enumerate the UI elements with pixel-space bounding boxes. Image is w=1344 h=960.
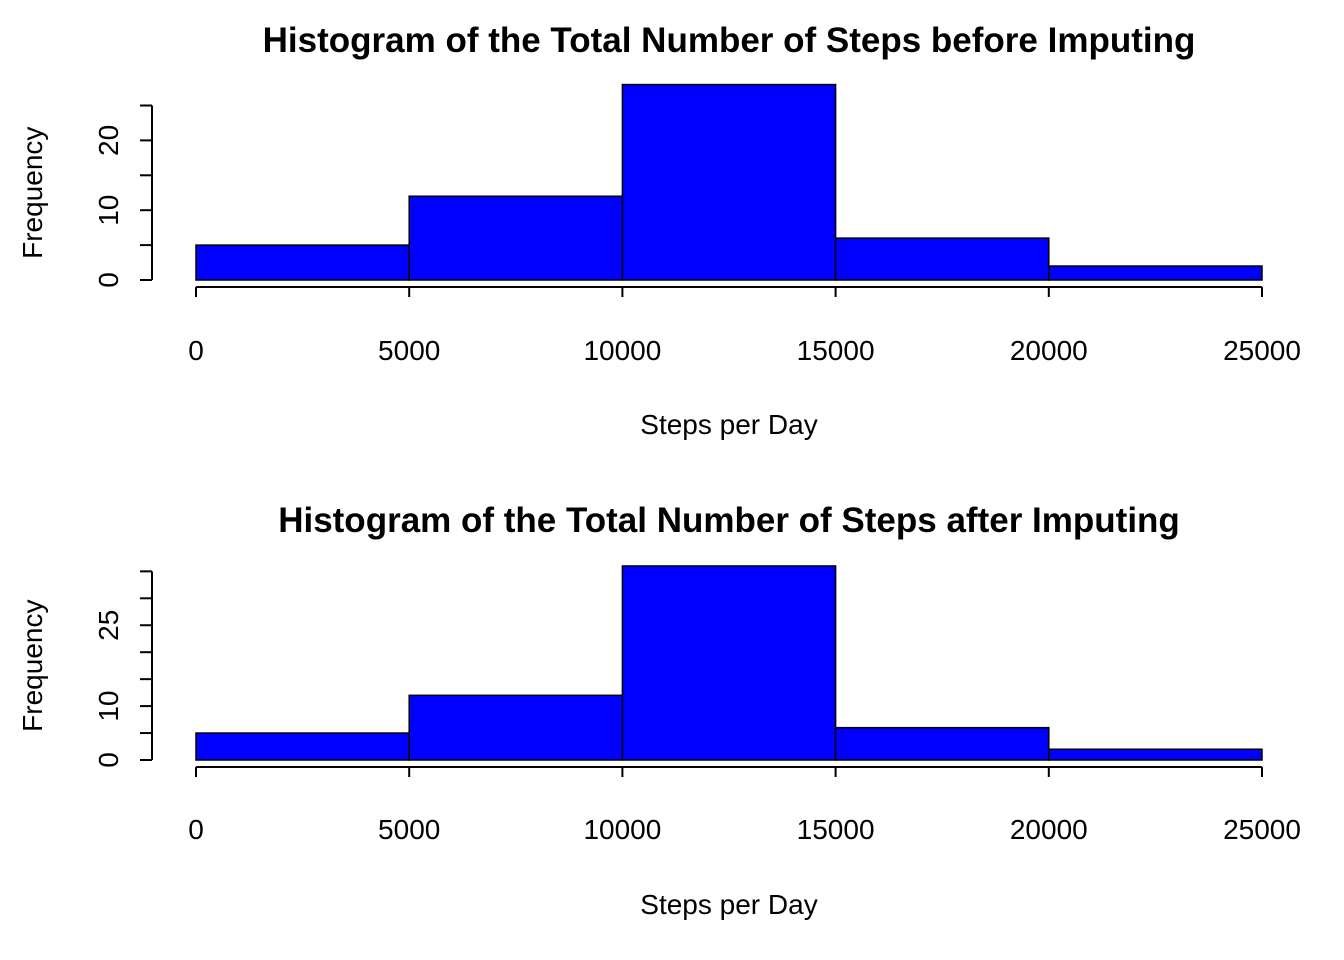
y-tick-label: 10 <box>93 195 124 226</box>
y-axis-title: Frequency <box>17 600 48 732</box>
x-tick-label: 15000 <box>797 814 875 845</box>
histogram-bar <box>834 726 1050 761</box>
x-tick-label: 15000 <box>797 335 875 366</box>
chart-title: Histogram of the Total Number of Steps a… <box>278 501 1180 540</box>
y-tick-label: 0 <box>93 272 124 288</box>
x-tick-label: 10000 <box>583 814 661 845</box>
histogram-panel-2: Histogram of the Total Number of Steps a… <box>17 501 1301 920</box>
histogram-bar <box>621 83 837 281</box>
x-tick-label: 25000 <box>1223 335 1301 366</box>
y-tick-label: 25 <box>93 610 124 641</box>
x-tick-label: 0 <box>188 814 204 845</box>
histogram-bar <box>195 244 410 281</box>
histogram-bar <box>195 732 410 761</box>
x-tick-label: 5000 <box>378 335 440 366</box>
histogram-bar <box>834 237 1050 281</box>
y-tick-label: 10 <box>93 691 124 722</box>
histogram-bar <box>408 195 624 281</box>
chart-title: Histogram of the Total Number of Steps b… <box>263 21 1196 60</box>
x-tick-label: 10000 <box>583 335 661 366</box>
x-tick-label: 25000 <box>1223 814 1301 845</box>
histogram-bar <box>1048 748 1263 761</box>
x-tick-label: 5000 <box>378 814 440 845</box>
x-tick-label: 20000 <box>1010 335 1088 366</box>
histogram-bar <box>1048 265 1263 281</box>
histogram-panel-1: Histogram of the Total Number of Steps b… <box>17 21 1301 440</box>
histogram-bar <box>621 565 837 761</box>
x-axis-title: Steps per Day <box>640 889 817 920</box>
x-tick-label: 0 <box>188 335 204 366</box>
y-tick-label: 20 <box>93 125 124 156</box>
x-tick-label: 20000 <box>1010 814 1088 845</box>
y-tick-label: 0 <box>93 752 124 768</box>
y-axis-title: Frequency <box>17 127 48 259</box>
histogram-bar <box>408 694 624 761</box>
x-axis-title: Steps per Day <box>640 409 817 440</box>
